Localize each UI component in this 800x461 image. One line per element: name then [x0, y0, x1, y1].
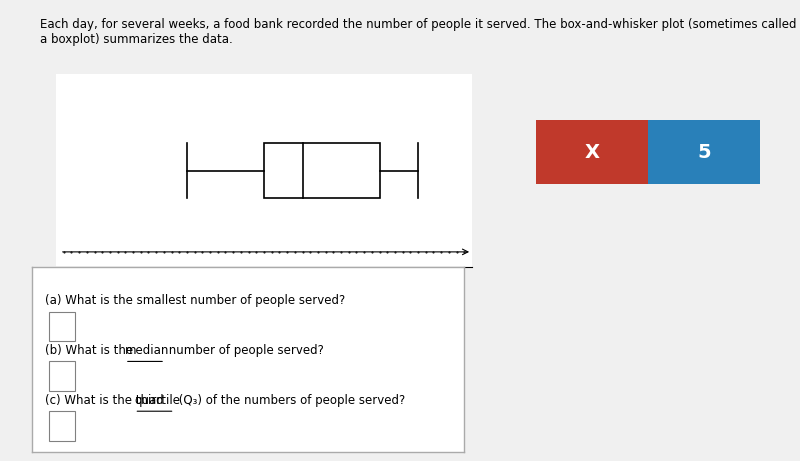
FancyBboxPatch shape [50, 411, 75, 441]
Text: median: median [125, 344, 170, 357]
FancyBboxPatch shape [50, 312, 75, 341]
Text: (b) What is the: (b) What is the [45, 344, 137, 357]
Text: (a) What is the smallest number of people served?: (a) What is the smallest number of peopl… [45, 294, 346, 307]
FancyBboxPatch shape [264, 143, 379, 198]
Text: (c) What is the third: (c) What is the third [45, 394, 167, 407]
Text: number of people served?: number of people served? [165, 344, 324, 357]
Text: Each day, for several weeks, a food bank recorded the number of people it served: Each day, for several weeks, a food bank… [40, 18, 797, 47]
Text: quartile: quartile [134, 394, 180, 407]
Text: X: X [585, 142, 599, 162]
Text: (Q₃) of the numbers of people served?: (Q₃) of the numbers of people served? [174, 394, 405, 407]
Text: 5: 5 [697, 142, 711, 162]
X-axis label: Number of people served: Number of people served [172, 310, 314, 320]
FancyBboxPatch shape [50, 361, 75, 391]
